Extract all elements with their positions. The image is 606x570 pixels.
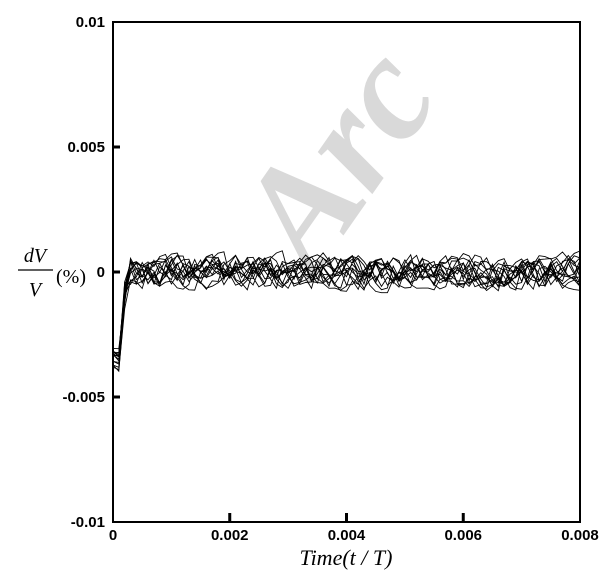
y-axis-label: dV V (%)	[18, 245, 86, 301]
x-axis-label: Time(t / T)	[300, 545, 393, 570]
series-line	[112, 256, 581, 371]
series-line	[112, 252, 581, 362]
y-label-denominator: V	[29, 279, 44, 301]
x-tick-label: 0.002	[211, 527, 249, 544]
series-layer	[112, 250, 581, 373]
ticks-layer: -0.01 -0.005 0 0.005 0.01 0 0.002 0.004 0.006 0.0…	[62, 14, 598, 544]
y-label-numerator: dV	[24, 245, 49, 267]
x-tick-label: 0.004	[328, 527, 366, 544]
series-line	[112, 254, 581, 358]
x-tick-label: 0.006	[444, 527, 482, 544]
y-label-unit: (%)	[56, 266, 86, 288]
watermark: Arc	[200, 18, 470, 304]
y-tick-label: 0.01	[76, 14, 105, 31]
y-tick-label: -0.005	[62, 389, 105, 406]
x-tick-label: 0.008	[561, 527, 599, 544]
y-tick-label: 0	[97, 264, 105, 281]
x-tick-label: 0	[109, 527, 117, 544]
series-line	[112, 256, 581, 357]
y-tick-label: -0.01	[71, 514, 105, 531]
y-tick-label: 0.005	[67, 139, 105, 156]
series-line	[112, 253, 581, 354]
